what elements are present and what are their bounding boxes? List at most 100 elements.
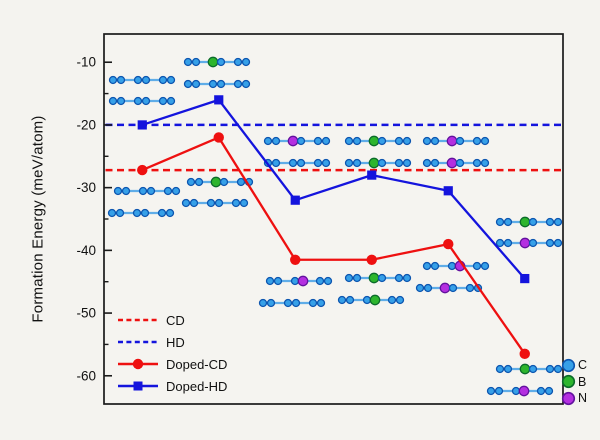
carbon-atom-icon <box>486 386 496 396</box>
carbon-atom-icon <box>316 298 326 308</box>
data-point-doped-hd <box>520 273 530 284</box>
carbon-atom-icon <box>214 198 224 208</box>
legend-item-cd: CD <box>117 309 227 331</box>
y-tick-label: -10 <box>76 55 96 70</box>
carbon-atom-icon <box>495 217 505 227</box>
carbon-atom-icon <box>166 96 176 106</box>
carbon-atom-icon <box>315 276 325 286</box>
legend-label: Doped-HD <box>166 378 228 394</box>
carbon-atom-icon <box>511 386 521 396</box>
carbon-atom-icon <box>171 186 181 196</box>
carbon-atom-icon <box>146 186 156 196</box>
carbon-atom-icon <box>402 136 412 146</box>
carbon-atom-icon <box>352 273 362 283</box>
molecular-chains <box>107 56 563 397</box>
carbon-atom-icon <box>447 261 457 271</box>
carbon-atom-icon <box>503 217 513 227</box>
y-tick-label: -60 <box>76 368 96 383</box>
molecular-chain-b <box>344 272 412 284</box>
carbon-atom-icon <box>455 136 465 146</box>
carbon-atom-icon <box>480 136 490 146</box>
data-point-doped-hd <box>443 186 453 196</box>
molecular-chain-b <box>495 216 563 228</box>
carbon-atom-icon <box>291 298 301 308</box>
carbon-atom-icon <box>216 79 226 89</box>
carbon-atom-icon <box>231 198 241 208</box>
carbon-atom-icon <box>163 186 173 196</box>
molecular-chain-n <box>263 135 331 147</box>
molecular-chain-c <box>108 75 176 85</box>
line-square-marker-icon <box>118 381 158 391</box>
carbon-atom-icon <box>387 295 397 305</box>
carbon-atom-icon <box>430 136 440 146</box>
legend-label: CD <box>166 312 185 328</box>
carbon-atom-icon <box>402 273 412 283</box>
carbon-atom-icon <box>296 136 306 146</box>
carbon-atom-icon <box>561 358 576 372</box>
atom-label: B <box>578 374 587 389</box>
atom-legend-item-n: N <box>561 390 587 407</box>
boron-atom-icon <box>369 294 381 306</box>
nitrogen-atom-icon <box>561 391 576 405</box>
atom-legend-item-c: C <box>561 357 587 374</box>
carbon-atom-icon <box>430 261 440 271</box>
plot-area <box>104 34 563 404</box>
carbon-atom-icon <box>283 298 293 308</box>
molecular-chain-b <box>344 135 412 147</box>
carbon-atom-icon <box>430 158 440 168</box>
carbon-atom-icon <box>288 158 298 168</box>
molecular-chain-b <box>337 294 405 306</box>
legend-item-doped-hd: Doped-HD <box>117 375 227 397</box>
carbon-atom-icon <box>233 57 243 67</box>
carbon-atom-icon <box>239 198 249 208</box>
series-doped-hd <box>137 95 530 284</box>
carbon-atom-icon <box>503 238 513 248</box>
carbon-atom-icon <box>422 136 432 146</box>
carbon-atom-icon <box>422 261 432 271</box>
molecular-chain-b <box>186 176 254 188</box>
plot-frame <box>103 33 564 405</box>
cd-dashed-line-icon <box>118 318 158 322</box>
carbon-atom-icon <box>140 208 150 218</box>
carbon-atom-icon <box>313 136 323 146</box>
carbon-atom-icon <box>377 273 387 283</box>
carbon-atom-icon <box>422 158 432 168</box>
carbon-atom-icon <box>423 283 433 293</box>
carbon-atom-icon <box>503 364 513 374</box>
carbon-atom-icon <box>258 298 268 308</box>
plot-legend: CD HD Doped-CD Doped-HD <box>117 309 227 397</box>
hd-dashed-line-icon <box>118 340 158 344</box>
y-axis-ticks: -10 -20 -30 -40 -50 -60 <box>76 55 112 383</box>
carbon-atom-icon <box>528 217 538 227</box>
carbon-atom-icon <box>107 208 117 218</box>
molecular-chain-b <box>344 157 412 169</box>
carbon-atom-icon <box>273 276 283 286</box>
molecular-chain-c <box>183 79 251 89</box>
series-doped-cd <box>137 132 530 360</box>
carbon-atom-icon <box>344 158 354 168</box>
carbon-atom-icon <box>133 96 143 106</box>
carbon-atom-icon <box>219 177 229 187</box>
nitrogen-atom-icon <box>518 385 530 397</box>
molecular-chain-n <box>415 282 483 294</box>
carbon-atom-icon <box>553 238 563 248</box>
molecular-chain-c <box>108 96 176 106</box>
molecular-chain-c <box>107 208 175 218</box>
carbon-atom-icon <box>545 217 555 227</box>
carbon-atom-icon <box>115 208 125 218</box>
nitrogen-atom-icon <box>287 135 299 147</box>
nitrogen-atom-icon <box>446 157 458 169</box>
y-tick-label: -20 <box>76 117 96 132</box>
legend-item-doped-cd: Doped-CD <box>117 353 227 375</box>
data-point-doped-cd <box>519 348 530 360</box>
data-point-doped-cd <box>443 238 454 250</box>
nitrogen-atom-icon <box>297 275 309 287</box>
carbon-atom-icon <box>495 238 505 248</box>
boron-atom-icon <box>207 56 219 68</box>
carbon-atom-icon <box>233 79 243 89</box>
carbon-atom-icon <box>308 298 318 308</box>
carbon-atom-icon <box>472 158 482 168</box>
carbon-atom-icon <box>113 186 123 196</box>
carbon-atom-icon <box>394 273 404 283</box>
